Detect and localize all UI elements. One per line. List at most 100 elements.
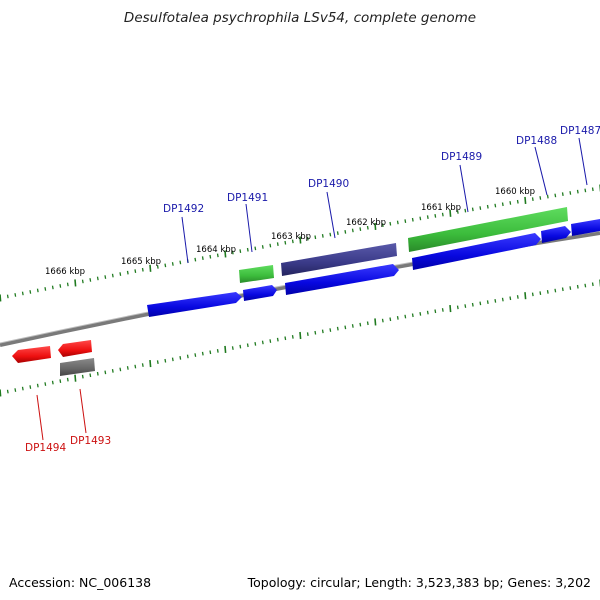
outer-tick-mark (59, 284, 62, 288)
leader-dp1492 (181, 216, 189, 264)
inner-tick-mark (179, 355, 182, 360)
inner-tick-mark (516, 295, 519, 299)
inner-tick-mark (404, 314, 407, 319)
outer-tick-mark (321, 233, 324, 238)
outer-tick-mark (299, 236, 302, 244)
inner-tick-mark (66, 377, 69, 382)
inner-tick-mark (434, 309, 437, 314)
outer-tick-mark (201, 256, 204, 261)
gene-arrow-green-large (408, 207, 568, 252)
outer-tick-mark (366, 225, 369, 230)
inner-tick-mark (441, 308, 444, 312)
inner-tick-mark (36, 383, 39, 388)
outer-tick-mark (81, 279, 84, 284)
leader-dp1491 (245, 203, 253, 253)
outer-tick-mark (479, 206, 482, 210)
outer-tick-mark (434, 213, 437, 218)
gene-label-dp1490: DP1490 (308, 178, 349, 190)
inner-tick-mark (0, 389, 2, 397)
gene-arrow-purple (281, 243, 397, 276)
outer-tick-mark (576, 189, 579, 194)
outer-tick-mark (449, 209, 452, 217)
inner-tick-mark (396, 315, 399, 320)
outer-tick-mark (524, 196, 527, 204)
leader-dp1488 (534, 146, 548, 196)
outer-tick-mark (584, 188, 587, 193)
outer-tick-mark (261, 245, 264, 249)
gene-label-dp1489: DP1489 (441, 151, 482, 163)
outer-tick-mark (66, 282, 69, 287)
leader-dp1487 (578, 137, 588, 186)
outer-tick-mark (149, 264, 152, 272)
inner-tick-mark (96, 371, 99, 376)
outer-tick-mark (284, 240, 287, 245)
inner-tick-mark (119, 367, 122, 372)
outer-tick-mark (29, 290, 32, 294)
outer-tick-mark (104, 275, 107, 279)
outer-tick-mark (74, 279, 77, 287)
inner-tick-mark (111, 368, 114, 373)
reverse-cds-lane (12, 340, 95, 376)
gene-label-dp1492: DP1492 (163, 203, 204, 215)
gene-arrow-gray (60, 358, 95, 376)
outer-tick-mark (591, 187, 594, 192)
label-leaders (36, 137, 588, 441)
inner-tick-mark (501, 297, 504, 302)
gene-arrow-dp1492 (147, 292, 242, 317)
outer-tick-mark (419, 216, 422, 221)
inner-tick-mark (531, 292, 534, 297)
inner-tick-mark (224, 345, 227, 353)
accession-text: Accession: NC_006138 (9, 575, 152, 590)
gene-label-dp1491: DP1491 (227, 192, 268, 204)
inner-tick-mark (201, 351, 204, 356)
gene-arrow-dp1491 (243, 285, 277, 301)
inner-tick-mark (89, 373, 92, 378)
inner-tick-mark (231, 346, 234, 350)
inner-tick-mark (51, 380, 54, 385)
inner-tick-mark (321, 329, 324, 334)
gene-label-dp1493: DP1493 (70, 435, 111, 447)
gene-arrow-dp1494 (12, 346, 51, 363)
outer-tick-mark (134, 269, 137, 274)
outer-tick-mark (194, 257, 197, 262)
inner-tick-mark (366, 321, 369, 326)
inner-tick-mark (591, 282, 594, 287)
leader-dp1490 (326, 191, 336, 239)
tick-label-1663: 1663 kbp (271, 232, 311, 242)
inner-tick-mark (576, 284, 579, 289)
outer-tick-mark (404, 219, 407, 224)
outer-tick-mark (569, 191, 572, 195)
outer-tick-mark (21, 291, 24, 296)
inner-tick-mark (171, 357, 174, 362)
outer-tick-mark (51, 285, 54, 290)
inner-tick-mark (381, 318, 384, 323)
gene-arrow-dp1487 (571, 219, 600, 236)
inner-tick-mark (284, 336, 287, 341)
tick-label-1661: 1661 kbp (421, 203, 461, 213)
inner-tick-mark (141, 363, 144, 367)
outer-tick-mark (141, 267, 144, 272)
inner-tick-mark (216, 348, 219, 353)
outer-tick-mark (516, 199, 519, 204)
outer-tick-ring (0, 184, 600, 302)
outer-tick-mark (344, 229, 347, 234)
inner-tick-mark (261, 340, 264, 345)
inner-tick-mark (509, 296, 512, 301)
outer-tick-mark (119, 272, 122, 276)
outer-tick-mark (441, 212, 444, 217)
leader-dp1489 (459, 164, 469, 213)
outer-tick-mark (329, 232, 332, 237)
inner-tick-mark (21, 386, 24, 391)
gene-arrow-dp1489-lower (412, 233, 541, 270)
outer-tick-mark (171, 262, 174, 266)
inner-tick-mark (306, 332, 309, 337)
leader-dp1493 (79, 388, 87, 434)
inner-tick-mark (524, 292, 527, 300)
outer-tick-mark (216, 253, 219, 258)
inner-tick-mark (561, 287, 564, 292)
inner-tick-mark (479, 301, 482, 306)
inner-tick-mark (374, 318, 377, 326)
forward-blue-lane (147, 219, 600, 317)
inner-tick-mark (359, 322, 362, 327)
